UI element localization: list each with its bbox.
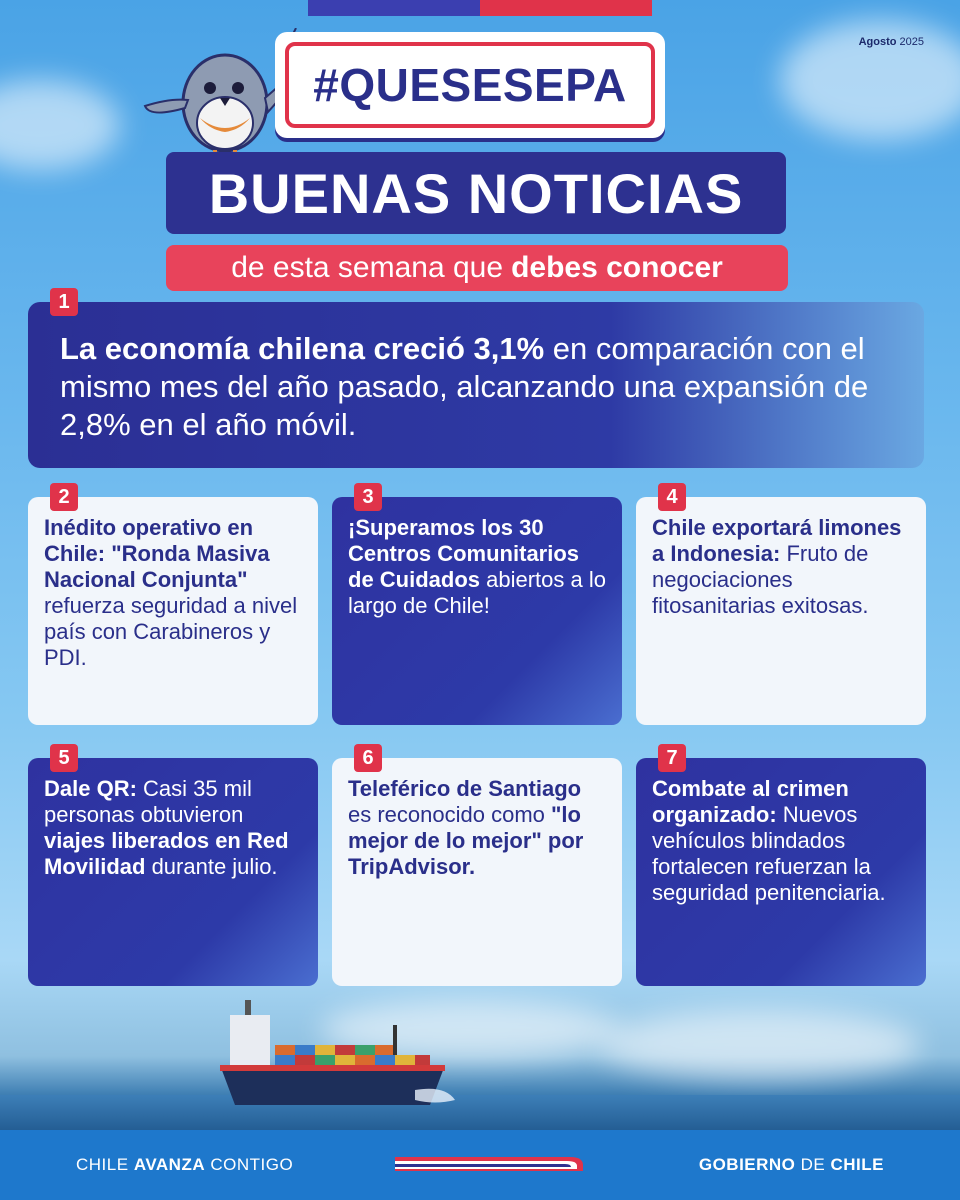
hashtag-text: #QUESESEPA (285, 42, 655, 128)
sea (0, 1095, 960, 1130)
news-text: "lo mejor de lo mejor" por TripAdvisor. (348, 802, 584, 879)
news-text: Inédito operativo en Chile: "Ronda Masiv… (44, 515, 270, 592)
page-subtitle: de esta semana que debes conocer (166, 245, 788, 291)
news-text: durante julio. (145, 854, 278, 879)
news-item-2: Inédito operativo en Chile: "Ronda Masiv… (28, 497, 318, 725)
news-text: Casi 35 mil personas obtuvieron (44, 776, 252, 827)
news-item-3: ¡Superamos los 30 Centros Comunitarios d… (332, 497, 622, 725)
news-number: 2 (50, 483, 78, 511)
cloud (780, 20, 960, 140)
news-item-6: Teleférico de Santiago es reconocido com… (332, 758, 622, 986)
news-text: abiertos a lo largo de Chile! (348, 567, 606, 618)
news-text: es reconocido como (348, 802, 551, 827)
news-text: Teleférico de Santiago (348, 776, 582, 801)
flag-stripe-icon (395, 1157, 583, 1171)
flag-stripe-top (308, 0, 652, 16)
news-number: 3 (354, 483, 382, 511)
page-title: BUENAS NOTICIAS (166, 152, 786, 234)
news-item-main: La economía chilena creció 3,1% en compa… (28, 302, 924, 468)
news-number: 1 (50, 288, 78, 316)
news-text: ¡Superamos los 30 Centros Comunitarios d… (348, 515, 580, 592)
news-text: Fruto de negociaciones fitosanitarias ex… (652, 541, 869, 618)
news-text: viajes liberados en Red Movilidad (44, 828, 289, 879)
cloud (0, 80, 120, 170)
news-number: 6 (354, 744, 382, 772)
cargo-ship-image (220, 1000, 455, 1105)
hashtag-banner: #QUESESEPA (275, 32, 665, 138)
news-item-7: Combate al crimen organizado: Nuevos veh… (636, 758, 926, 986)
news-item-5: Dale QR: Casi 35 mil personas obtuvieron… (28, 758, 318, 986)
news-text: refuerza seguridad a nivel país con Cara… (44, 593, 298, 670)
news-text: Combate al crimen organizado: (652, 776, 849, 827)
date-label: Agosto 2025 (858, 36, 924, 48)
cloud (600, 1010, 920, 1080)
news-number: 5 (50, 744, 78, 772)
news-number: 7 (658, 744, 686, 772)
news-text: Nuevos vehículos blindados fortalecen re… (652, 802, 886, 905)
news-text: Chile exportará limones a Indonesia: (652, 515, 902, 566)
news-text: Dale QR: (44, 776, 137, 801)
news-item-4: Chile exportará limones a Indonesia: Fru… (636, 497, 926, 725)
news-number: 4 (658, 483, 686, 511)
footer-slogan: CHILE AVANZA CONTIGO (76, 1155, 294, 1174)
footer-government-logo: GOBIERNO DE CHILE (698, 1155, 884, 1174)
